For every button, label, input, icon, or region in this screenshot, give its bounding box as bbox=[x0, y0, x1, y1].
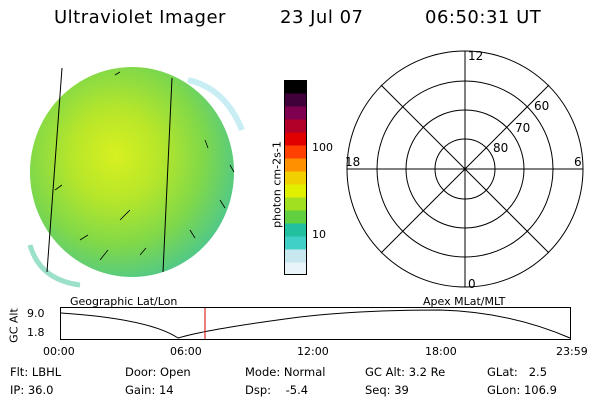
timeline-xtick-2359: 23:59 bbox=[556, 345, 588, 358]
colorbar-stripe bbox=[284, 119, 307, 133]
mlat-label-70: 70 bbox=[515, 121, 530, 135]
apex-label: Apex MLat/MLT bbox=[423, 295, 506, 308]
limb-glow bbox=[187, 77, 245, 132]
mlt-label-right: 6 bbox=[574, 155, 582, 169]
colorbar-stripe bbox=[284, 145, 307, 159]
status-glon: GLon: 106.9 bbox=[487, 383, 557, 397]
earth-disk bbox=[30, 67, 234, 277]
instrument-title: Ultraviolet Imager bbox=[54, 7, 226, 28]
timeline-ytick-max: 9.0 bbox=[27, 307, 45, 320]
mlt-label-left: 18 bbox=[345, 155, 360, 169]
colorbar-stripe bbox=[284, 236, 307, 250]
timeline-xtick-0000: 00:00 bbox=[43, 345, 75, 358]
colorbar bbox=[284, 80, 307, 275]
colorbar-stripe bbox=[284, 80, 307, 94]
mlt-label-top: 12 bbox=[468, 49, 483, 63]
timeline-frame bbox=[60, 307, 571, 340]
colorbar-tick-10: 10 bbox=[312, 228, 326, 241]
longitude-line bbox=[162, 77, 173, 273]
limb-glow bbox=[27, 244, 81, 288]
timeline-ylabel: GC Alt bbox=[7, 308, 21, 343]
mlat-label-60: 60 bbox=[534, 99, 549, 113]
mlt-label-bottom: 0 bbox=[468, 277, 476, 291]
colorbar-stripe bbox=[284, 93, 307, 107]
colorbar-stripe bbox=[284, 210, 307, 224]
status-ip: IP: 36.0 bbox=[10, 383, 54, 397]
timeline-xtick-1800: 18:00 bbox=[425, 345, 457, 358]
status-dsp: Dsp: -5.4 bbox=[245, 383, 309, 397]
colorbar-unit-label: photon cm-2s-1 bbox=[270, 141, 284, 228]
status-door: Door: Open bbox=[125, 365, 191, 379]
colorbar-stripe bbox=[284, 171, 307, 185]
observation-time: 06:50:31 UT bbox=[425, 7, 542, 28]
status-filter: Flt: LBHL bbox=[10, 365, 62, 379]
status-mode: Mode: Normal bbox=[245, 365, 326, 379]
colorbar-stripe bbox=[284, 262, 307, 275]
coastline-fragments bbox=[54, 71, 235, 261]
polar-plot: 12 18 6 0 60 70 80 bbox=[345, 49, 584, 291]
colorbar-stripe bbox=[284, 158, 307, 172]
longitude-line bbox=[46, 67, 63, 273]
status-glat: GLat: 2.5 bbox=[487, 365, 548, 379]
altitude-curve bbox=[60, 309, 571, 339]
earth-image bbox=[27, 67, 245, 288]
status-seq: Seq: 39 bbox=[365, 383, 409, 397]
geographic-label: Geographic Lat/Lon bbox=[70, 295, 178, 308]
status-gain: Gain: 14 bbox=[125, 383, 174, 397]
colorbar-stripe bbox=[284, 132, 307, 146]
status-gc-alt: GC Alt: 3.2 Re bbox=[365, 365, 446, 379]
timeline-xtick-0600: 06:00 bbox=[170, 345, 202, 358]
timeline-ytick-min: 1.8 bbox=[27, 326, 45, 339]
colorbar-stripe bbox=[284, 249, 307, 263]
observation-date: 23 Jul 07 bbox=[280, 7, 364, 28]
altitude-timeline bbox=[60, 307, 571, 340]
timeline-xtick-1200: 12:00 bbox=[297, 345, 329, 358]
colorbar-stripe bbox=[284, 223, 307, 237]
colorbar-tick-100: 100 bbox=[312, 141, 333, 154]
colorbar-stripe bbox=[284, 184, 307, 198]
mlat-label-80: 80 bbox=[493, 141, 508, 155]
polar-axis bbox=[380, 84, 550, 254]
colorbar-stripe bbox=[284, 197, 307, 211]
colorbar-stripe bbox=[284, 106, 307, 120]
colorbar-border bbox=[284, 80, 307, 275]
